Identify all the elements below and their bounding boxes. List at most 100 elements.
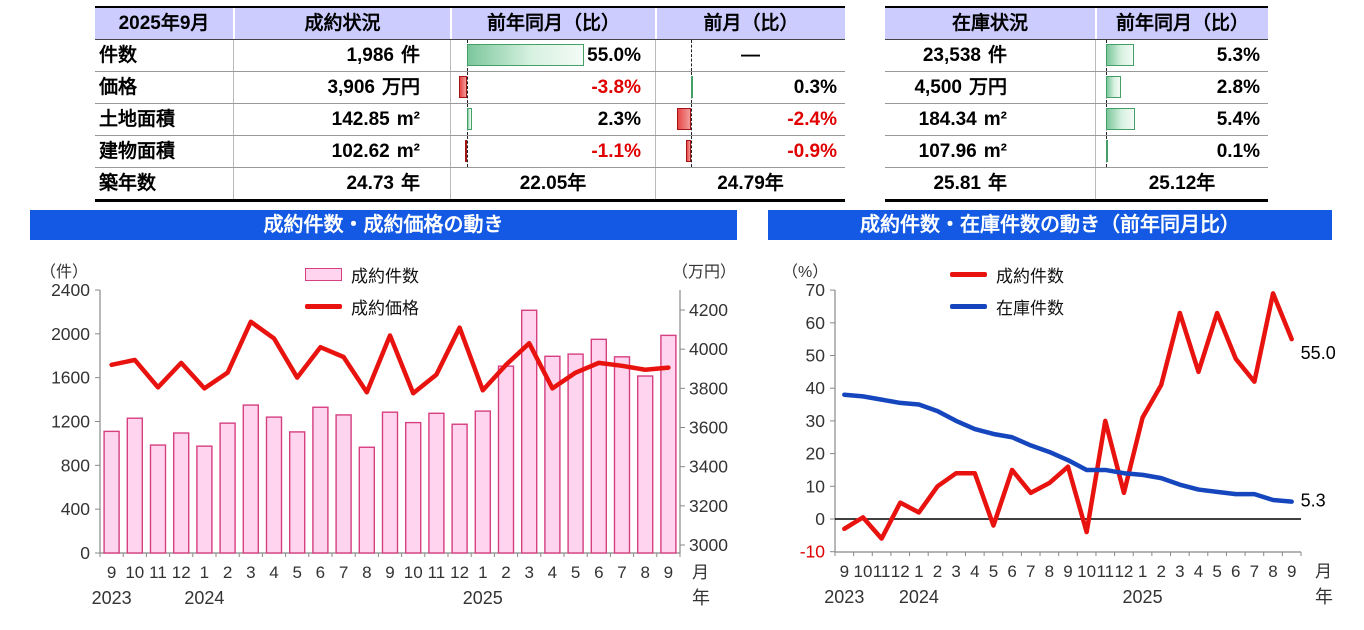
svg-text:2000: 2000 (51, 324, 90, 344)
yoy-cell: 2.8% (1095, 72, 1268, 103)
contract-table-header: 2025年9月 成約状況 前年同月（比） 前月（比） (95, 8, 845, 39)
svg-text:2025: 2025 (1123, 587, 1163, 607)
svg-text:7: 7 (617, 563, 626, 582)
legend-label: 成約件数 (996, 266, 1064, 286)
row-value: 25.81 年 (933, 173, 1007, 194)
svg-text:12: 12 (172, 563, 191, 582)
value-bar (1106, 76, 1121, 98)
value-bar (677, 108, 691, 130)
sales-price-chart-title: 成約件数・成約価格の動き (30, 210, 737, 240)
svg-text:30: 30 (806, 411, 826, 431)
svg-text:400: 400 (61, 499, 90, 519)
row-value: 3,906 万円 (233, 72, 450, 103)
svg-text:0: 0 (815, 509, 825, 529)
right-axis-unit: （万円） (672, 264, 737, 281)
row-label: 土地面積 (99, 109, 176, 130)
svg-text:2024: 2024 (899, 587, 939, 607)
svg-text:11: 11 (1096, 562, 1114, 581)
svg-text:2: 2 (501, 563, 510, 582)
svg-text:3600: 3600 (689, 418, 728, 438)
yoy-header: 前年同月（比） (450, 8, 655, 39)
row-value: 142.85 m² (233, 104, 450, 135)
yoy-cell: -1.1% (450, 136, 655, 167)
row-value: 184.34 m² (918, 109, 1007, 130)
svg-text:9: 9 (1287, 562, 1296, 581)
row-value: 102.62 m² (233, 136, 450, 167)
left-axis-unit: （件） (40, 264, 89, 281)
inventory-status-header: 在庫状況 (951, 13, 1028, 34)
mom-cell: 0.3% (655, 72, 845, 103)
sales-count-line-swatch (950, 271, 987, 277)
yoy-cell: 25.12年 (1095, 168, 1268, 199)
value-bar (1106, 44, 1135, 66)
value-bar (1106, 140, 1108, 162)
svg-text:800: 800 (61, 455, 90, 475)
svg-text:1200: 1200 (51, 412, 90, 432)
svg-text:2023: 2023 (92, 588, 132, 608)
svg-text:10: 10 (1077, 562, 1096, 581)
yoy-cell: -3.8% (450, 72, 655, 103)
svg-text:10: 10 (806, 476, 826, 496)
svg-text:5.3: 5.3 (1301, 491, 1326, 511)
svg-text:12: 12 (450, 563, 469, 582)
svg-text:4: 4 (548, 563, 557, 582)
svg-text:3800: 3800 (689, 378, 728, 398)
svg-text:11: 11 (873, 562, 891, 581)
svg-text:11: 11 (149, 563, 167, 582)
svg-text:10: 10 (404, 563, 423, 582)
svg-text:20: 20 (806, 444, 826, 464)
sales-price-chart: 0 400 800 1200 1600 2000 2400 3000 3200 3400 3600 3… (51, 280, 728, 608)
svg-text:12: 12 (1114, 562, 1133, 581)
legend-item: 在庫件数 (950, 290, 1064, 322)
svg-text:5: 5 (989, 562, 998, 581)
yoy-cell: 55.0% (450, 40, 655, 71)
svg-text:5: 5 (1212, 562, 1221, 581)
yoy-cell: 5.4% (1095, 104, 1268, 135)
svg-text:50: 50 (806, 346, 826, 366)
svg-text:9: 9 (664, 563, 673, 582)
stock-count-line-swatch (950, 303, 987, 309)
legend-label: 成約価格 (351, 298, 419, 318)
svg-text:3000: 3000 (689, 535, 728, 555)
table-row: 建物面積 102.62 m² -1.1% -0.9% (95, 135, 845, 167)
sales-price-line-swatch (305, 303, 342, 309)
svg-text:5: 5 (571, 563, 580, 582)
value-bar (685, 140, 691, 162)
svg-text:3: 3 (524, 563, 533, 582)
svg-text:2: 2 (223, 563, 232, 582)
svg-text:2025: 2025 (463, 588, 503, 608)
yoy-chart-title: 成約件数・在庫件数の動き（前年同月比） (768, 210, 1332, 240)
legend-item: 成約件数 (950, 258, 1064, 290)
table-row: 件数 1,986 件 55.0% ― (95, 39, 845, 71)
table-row: 4,500 万円 2.8% (885, 71, 1268, 103)
svg-text:2024: 2024 (184, 588, 224, 608)
inventory-table-header: 在庫状況 前年同月（比） (885, 8, 1268, 39)
mom-cell: -2.4% (655, 104, 845, 135)
inventory-status-table: 在庫状況 前年同月（比） 23,538 件 5.3% 4,500 万円 2.8% 1… (885, 6, 1268, 202)
svg-text:7: 7 (1026, 562, 1035, 581)
row-value: 1,986 件 (233, 40, 450, 71)
mom-cell: ― (655, 40, 845, 71)
legend-label: 成約件数 (351, 266, 419, 286)
svg-text:10: 10 (853, 562, 872, 581)
svg-text:1: 1 (200, 563, 209, 582)
legend-item: 成約件数 (305, 258, 419, 290)
svg-text:4: 4 (269, 563, 278, 582)
percent-axis-unit: （%） (782, 264, 829, 281)
svg-text:6: 6 (1007, 562, 1016, 581)
svg-text:月: 月 (692, 563, 709, 582)
svg-text:6: 6 (1231, 562, 1240, 581)
sales-price-chart-legend: 成約件数 成約価格 (305, 258, 419, 322)
svg-text:2023: 2023 (824, 587, 864, 607)
row-label: 価格 (99, 77, 138, 98)
svg-text:月: 月 (1315, 562, 1332, 581)
row-value: 23,538 件 (922, 45, 1007, 66)
yoy-cell: 22.05年 (450, 168, 655, 199)
table-row: 築年数 24.73 年 22.05年 24.79年 (95, 167, 845, 199)
svg-text:9: 9 (1063, 562, 1072, 581)
svg-text:7: 7 (1250, 562, 1259, 581)
svg-text:6: 6 (594, 563, 603, 582)
svg-text:4: 4 (970, 562, 979, 581)
legend-item: 成約価格 (305, 290, 419, 322)
row-value: 24.73 年 (233, 168, 450, 199)
